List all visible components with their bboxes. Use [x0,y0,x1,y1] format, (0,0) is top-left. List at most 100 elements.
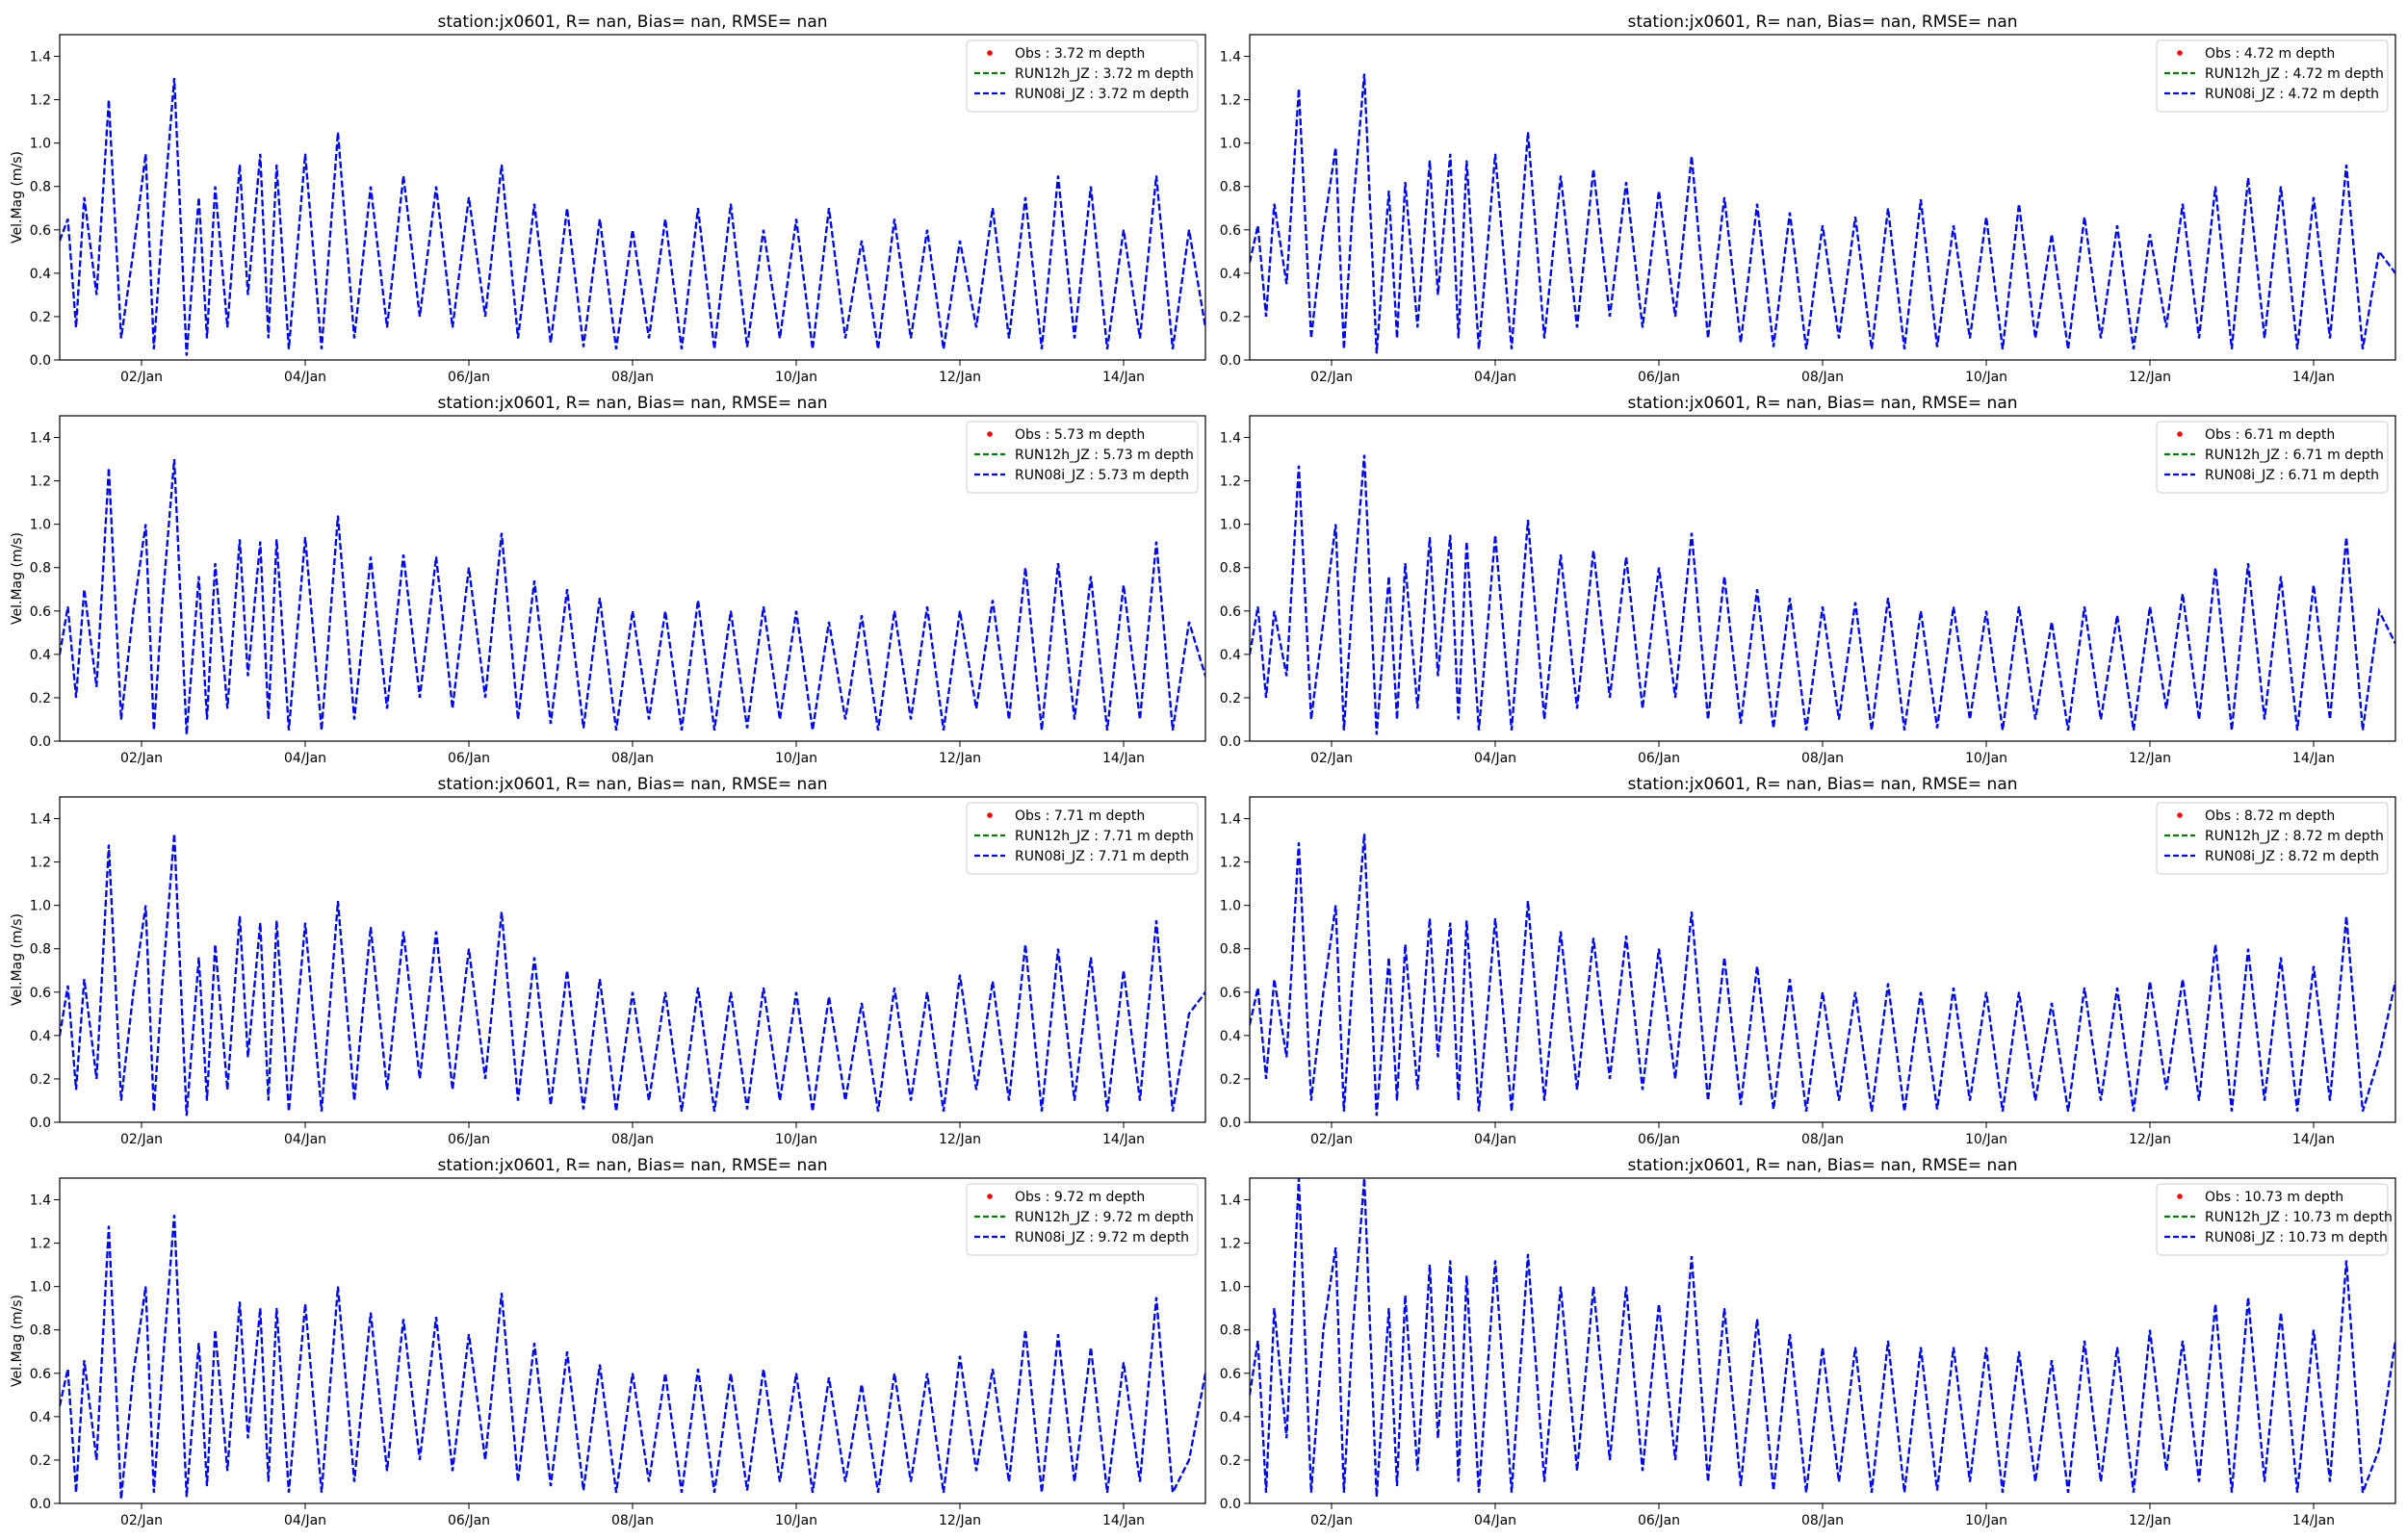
x-tick-label: 08/Jan [611,751,654,766]
x-tick-label: 06/Jan [1638,1132,1680,1147]
x-tick-label: 14/Jan [2292,751,2335,766]
y-tick-label: 1.0 [30,1280,51,1296]
y-tick-label: 0.6 [30,604,51,620]
y-tick-label: 1.0 [30,137,51,152]
y-tick-label: 0.8 [1220,942,1241,958]
subplot-6: station:jx0601, R= nan, Bias= nan, RMSE=… [1220,775,2396,1147]
legend-box [2156,1183,2389,1256]
series-run12h [1250,73,2395,354]
y-tick-label: 0.2 [1220,691,1241,706]
x-tick-label: 10/Jan [1965,1513,2007,1528]
legend-marker-obs [987,812,993,818]
x-tick-label: 04/Jan [1474,751,1516,766]
legend-label: RUN08i_JZ : 10.73 m depth [2205,1230,2388,1245]
subplot-5: station:jx0601, R= nan, Bias= nan, RMSE=… [10,775,1206,1147]
plot-frame [59,1177,1206,1504]
plot-frame [59,415,1206,742]
x-tick-label: 12/Jan [939,1513,981,1528]
legend-label: Obs : 3.72 m depth [1015,46,1145,62]
legend-label: Obs : 5.73 m depth [1015,427,1145,443]
subplot-title: station:jx0601, R= nan, Bias= nan, RMSE=… [1627,13,2017,32]
subplot-title: station:jx0601, R= nan, Bias= nan, RMSE=… [437,1156,827,1175]
y-tick-label: 1.2 [1220,475,1241,490]
x-tick-label: 08/Jan [611,1132,654,1147]
legend-label: RUN12h_JZ : 8.72 m depth [2205,829,2384,844]
y-tick-label: 0.4 [1220,1410,1241,1425]
series-run12h [1250,454,2395,735]
legend-label: RUN12h_JZ : 7.71 m depth [1015,829,1194,844]
x-tick-label: 10/Jan [775,370,817,385]
y-tick-label: 0.8 [30,942,51,958]
y-tick-label: 1.4 [30,1194,51,1209]
x-tick-label: 14/Jan [2292,1132,2335,1147]
y-tick-label: 1.2 [1220,93,1241,109]
legend-label: Obs : 4.72 m depth [2205,46,2335,62]
y-tick-label: 0.6 [1220,986,1241,1001]
x-tick-label: 14/Jan [1102,370,1145,385]
legend-marker-obs [2177,1194,2183,1199]
x-tick-label: 04/Jan [1474,370,1516,385]
x-tick-label: 06/Jan [448,370,490,385]
subplot-title: station:jx0601, R= nan, Bias= nan, RMSE=… [1627,1156,2017,1175]
x-tick-label: 14/Jan [1102,1132,1145,1147]
y-tick-label: 0.8 [30,561,51,577]
series-run12h [1250,834,2395,1116]
y-tick-label: 1.2 [1220,1237,1241,1252]
y-axis-label: Vel.Mag (m/s) [10,913,25,1006]
x-tick-label: 06/Jan [1638,1513,1680,1528]
x-tick-label: 12/Jan [2129,370,2171,385]
legend-label: RUN12h_JZ : 9.72 m depth [1015,1210,1194,1225]
y-tick-label: 0.6 [1220,1367,1241,1382]
series-run12h [60,834,1205,1116]
legend-marker-obs [987,431,993,437]
y-tick-label: 1.2 [30,475,51,490]
subplot-7: station:jx0601, R= nan, Bias= nan, RMSE=… [10,1156,1206,1528]
y-tick-label: 0.0 [30,1116,51,1131]
x-tick-label: 02/Jan [1310,751,1353,766]
y-tick-label: 0.4 [1220,1029,1241,1044]
legend-label: RUN12h_JZ : 6.71 m depth [2205,448,2384,463]
x-tick-label: 10/Jan [775,1513,817,1528]
legend-box [2156,39,2389,113]
legend-marker-obs [987,1194,993,1199]
legend-marker-obs [2177,812,2183,818]
x-tick-label: 04/Jan [1474,1132,1516,1147]
x-tick-label: 08/Jan [1801,1513,1844,1528]
y-tick-label: 0.8 [1220,180,1241,195]
y-tick-label: 1.2 [30,1237,51,1252]
x-tick-label: 06/Jan [448,751,490,766]
y-tick-label: 0.2 [30,691,51,706]
legend-box [966,802,1199,875]
y-tick-label: 1.4 [1220,431,1241,447]
y-tick-label: 0.6 [30,1367,51,1382]
x-tick-label: 14/Jan [2292,370,2335,385]
x-tick-label: 12/Jan [2129,1513,2171,1528]
y-tick-label: 1.0 [1220,899,1241,914]
y-tick-label: 1.0 [30,899,51,914]
x-tick-label: 12/Jan [939,1132,981,1147]
series-run12h [60,78,1205,356]
y-tick-label: 0.8 [30,180,51,195]
x-tick-label: 14/Jan [2292,1513,2335,1528]
y-tick-label: 0.6 [30,223,51,239]
x-tick-label: 12/Jan [2129,1132,2171,1147]
x-tick-label: 06/Jan [448,1513,490,1528]
series-run08i [1250,73,2395,354]
x-tick-label: 10/Jan [1965,751,2007,766]
y-tick-label: 0.6 [30,986,51,1001]
subplot-title: station:jx0601, R= nan, Bias= nan, RMSE=… [1627,394,2017,413]
subplot-title: station:jx0601, R= nan, Bias= nan, RMSE=… [437,775,827,794]
subplot-title: station:jx0601, R= nan, Bias= nan, RMSE=… [437,13,827,32]
legend-label: RUN12h_JZ : 10.73 m depth [2205,1210,2393,1225]
plot-frame [1249,34,2396,361]
x-tick-label: 12/Jan [939,751,981,766]
legend-label: Obs : 9.72 m depth [1015,1190,1145,1205]
y-axis-label: Vel.Mag (m/s) [10,151,25,244]
legend-label: RUN08i_JZ : 8.72 m depth [2205,849,2379,864]
y-tick-label: 1.0 [1220,518,1241,533]
x-tick-label: 12/Jan [2129,751,2171,766]
x-tick-label: 10/Jan [775,1132,817,1147]
x-tick-label: 06/Jan [1638,751,1680,766]
legend-label: RUN08i_JZ : 3.72 m depth [1015,87,1189,102]
x-tick-label: 08/Jan [1801,751,1844,766]
